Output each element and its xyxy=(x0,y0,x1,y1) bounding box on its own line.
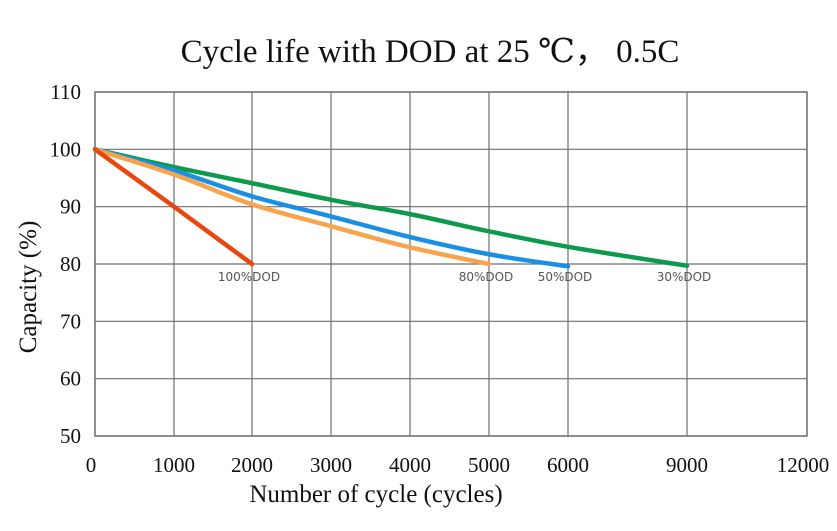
y-tick-label: 60 xyxy=(60,367,81,391)
grid xyxy=(94,91,808,437)
x-tick-label: 1000 xyxy=(153,453,195,477)
x-tick-label: 2000 xyxy=(231,453,273,477)
series-line-100pctdod xyxy=(92,147,255,267)
x-tick-label: 5000 xyxy=(468,453,510,477)
y-tick-label: 110 xyxy=(50,80,81,104)
y-tick-label: 90 xyxy=(60,195,81,219)
series-end-label: 30%DOD xyxy=(657,270,712,284)
x-tick-label: 12000 xyxy=(777,453,830,477)
annotations: 100%DOD 80%DOD 50%DOD 30%DOD xyxy=(218,270,711,284)
x-tick-label: 3000 xyxy=(310,453,352,477)
x-tick-label: 6000 xyxy=(547,453,589,477)
series-group xyxy=(92,147,690,269)
series-line-50pctdod xyxy=(92,147,571,269)
series-line-30pctdod xyxy=(92,147,690,268)
y-tick-label: 100 xyxy=(50,137,82,161)
chart-title: Cycle life with DOD at 25 ℃， 0.5C xyxy=(181,34,680,70)
y-tick-label: 80 xyxy=(60,252,81,276)
series-line-80pctdod xyxy=(92,147,492,267)
y-tick-label: 50 xyxy=(60,424,81,448)
x-axis-label: Number of cycle (cycles) xyxy=(249,481,502,508)
y-axis-label: Capacity (%) xyxy=(15,221,42,354)
x-tick-label: 4000 xyxy=(389,453,431,477)
x-tick-label: 0 xyxy=(86,453,97,477)
x-tick-label: 9000 xyxy=(666,453,708,477)
series-end-label: 50%DOD xyxy=(538,270,593,284)
x-tick-labels: 0 1000 2000 3000 4000 5000 6000 9000 12000 xyxy=(86,453,830,477)
series-end-label: 80%DOD xyxy=(459,270,514,284)
y-tick-label: 70 xyxy=(60,309,81,333)
series-end-label: 100%DOD xyxy=(218,270,280,284)
plot-frame xyxy=(94,91,808,437)
y-tick-labels: 50 60 70 80 90 100 110 xyxy=(50,80,82,448)
